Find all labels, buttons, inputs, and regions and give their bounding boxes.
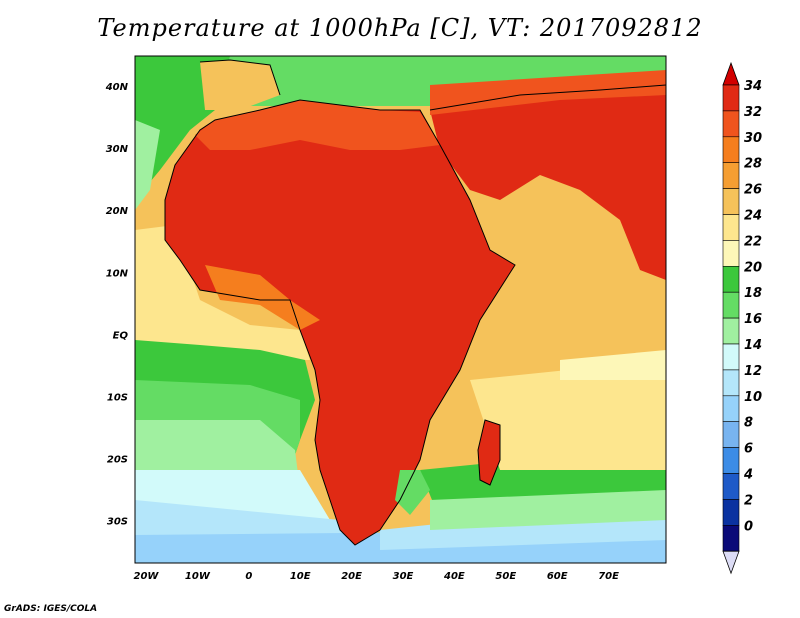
colorbar-swatch	[722, 499, 740, 526]
colorbar-label: 12	[744, 364, 762, 379]
colorbar-label: 4	[743, 468, 753, 483]
colorbar-swatch	[722, 447, 740, 474]
colorbar-swatch	[722, 214, 740, 241]
lat-tick-label: 10S	[107, 393, 128, 404]
colorbar-swatch	[722, 343, 740, 371]
longitude-labels: 20W 10W 0 10E 20E 30E 40E 50E 60E 70E	[134, 571, 620, 582]
map-title: Temperature at 1000hPa [C], VT: 20170928…	[97, 14, 703, 42]
latitude-labels: 40N 30N 20N 10N EQ 10S 20S 30S	[105, 82, 129, 528]
colorbar-swatch	[722, 395, 740, 422]
colorbar-swatch	[722, 317, 740, 345]
lon-tick-label: 10E	[290, 571, 311, 582]
lat-tick-label: 30S	[107, 517, 128, 528]
lat-tick-label: 10N	[106, 268, 129, 279]
colorbar-bottom-arrow	[722, 550, 740, 575]
colorbar-top-arrow	[722, 61, 740, 86]
colorbar-swatch	[722, 84, 740, 112]
lon-tick-label: 10W	[185, 571, 211, 582]
colorbar-label: 16	[744, 312, 762, 327]
colorbar-label: 32	[744, 105, 762, 120]
lat-tick-label: 30N	[106, 144, 129, 155]
lon-tick-label: 0	[245, 571, 252, 582]
colorbar-label: 10	[744, 390, 762, 405]
colorbar-label: 22	[744, 234, 762, 249]
colorbar-swatch	[722, 162, 740, 189]
colorbar-swatch	[722, 524, 740, 552]
colorbar-label: 28	[744, 157, 762, 172]
colorbar-label: 8	[744, 416, 753, 431]
colorbar-swatch	[722, 369, 740, 397]
lon-tick-label: 20E	[341, 571, 362, 582]
colorbar-swatch	[722, 136, 740, 164]
colorbar-label: 30	[744, 131, 762, 146]
colorbar-swatch	[722, 240, 740, 267]
colorbar-label: 34	[744, 79, 762, 94]
lat-tick-label: 20N	[106, 206, 129, 217]
lon-tick-label: 20W	[134, 571, 160, 582]
lat-tick-label: EQ	[113, 330, 129, 341]
colorbar-label: 14	[744, 338, 762, 353]
lon-tick-label: 70E	[598, 571, 619, 582]
colorbar-swatch	[722, 110, 740, 138]
credit-label: GrADS: IGES/COLA	[4, 604, 98, 614]
colorbar-label: 6	[744, 442, 753, 457]
colorbar-label: 24	[744, 209, 762, 224]
colorbar-swatch	[722, 473, 740, 500]
colorbar-swatch	[722, 188, 740, 215]
map-field	[135, 56, 666, 563]
colorbar-swatch	[722, 291, 740, 319]
lon-tick-label: 50E	[495, 571, 516, 582]
colorbar-label: 26	[744, 183, 762, 198]
lat-tick-label: 20S	[107, 455, 128, 466]
colorbar-label: 0	[744, 519, 753, 534]
colorbar-label: 20	[744, 260, 762, 275]
lon-tick-label: 30E	[393, 571, 414, 582]
lat-tick-label: 40N	[105, 82, 129, 93]
map-frame	[134, 55, 667, 564]
colorbar-label: 2	[744, 493, 753, 508]
colorbar-swatch	[722, 421, 740, 448]
lon-tick-label: 40E	[443, 571, 465, 582]
colorbar-label: 18	[744, 286, 762, 301]
colorbar-swatch	[722, 265, 740, 293]
lon-tick-label: 60E	[547, 571, 568, 582]
